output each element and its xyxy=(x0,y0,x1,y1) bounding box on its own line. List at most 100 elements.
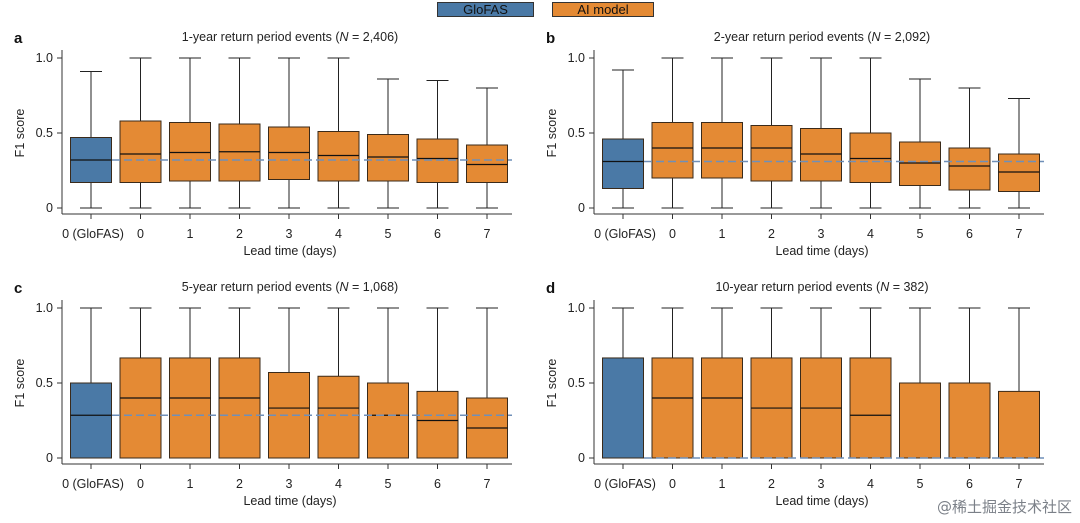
box-ai-model xyxy=(367,382,409,459)
y-tick-label: 1.0 xyxy=(36,301,53,315)
box-ai-model xyxy=(119,120,162,183)
panel-letter: d xyxy=(546,280,555,297)
panel-title: 1-year return period events (N = 2,406) xyxy=(182,30,398,44)
x-tick-label: 4 xyxy=(335,227,342,241)
x-tick-label: 0 (GloFAS) xyxy=(594,227,656,241)
x-axis-label: Lead time (days) xyxy=(243,494,336,508)
x-tick-label: 7 xyxy=(1016,227,1023,241)
title-part: = 2,092) xyxy=(881,30,931,44)
panel-title: 10-year return period events (N = 382) xyxy=(716,280,929,294)
y-tick-label: 0 xyxy=(46,201,53,215)
y-tick-label: 1.0 xyxy=(568,51,585,65)
box-ai-model xyxy=(849,132,892,183)
y-axis-label: F1 score xyxy=(13,359,27,408)
y-tick-label: 0 xyxy=(46,451,53,465)
y-tick-label: 0.5 xyxy=(36,376,53,390)
box-ai-model xyxy=(651,357,694,459)
box-ai-model xyxy=(948,382,991,459)
x-tick-label: 2 xyxy=(236,227,243,241)
panel-letter: a xyxy=(14,30,23,47)
y-axis-label: F1 score xyxy=(545,109,559,158)
title-part: 5-year return period events ( xyxy=(182,280,341,294)
y-tick-label: 1.0 xyxy=(568,301,585,315)
x-tick-label: 3 xyxy=(818,477,825,491)
y-tick-label: 0.5 xyxy=(568,126,585,140)
box-ai-model xyxy=(268,126,310,180)
box-ai-model xyxy=(119,357,162,459)
x-tick-label: 5 xyxy=(917,227,924,241)
x-tick-label: 5 xyxy=(385,227,392,241)
x-tick-label: 2 xyxy=(236,477,243,491)
box-ai-model xyxy=(218,357,261,459)
box-ai-model xyxy=(416,390,459,459)
x-tick-label: 0 (GloFAS) xyxy=(594,477,656,491)
x-tick-label: 3 xyxy=(286,477,293,491)
box-ai-model xyxy=(169,122,211,182)
box-ai-model xyxy=(701,357,743,459)
x-tick-label: 4 xyxy=(867,477,874,491)
title-part: N xyxy=(871,30,881,44)
watermark: @稀土掘金技术社区 xyxy=(936,498,1072,516)
box-ai-model xyxy=(651,122,694,179)
x-axis-label: Lead time (days) xyxy=(775,494,868,508)
box-ai-model xyxy=(317,375,360,459)
x-tick-label: 4 xyxy=(867,227,874,241)
title-part: 2-year return period events ( xyxy=(714,30,873,44)
x-tick-label: 0 xyxy=(137,477,144,491)
box-glofas xyxy=(602,357,644,459)
title-part: = 2,406) xyxy=(349,30,399,44)
x-tick-label: 3 xyxy=(286,227,293,241)
box-ai-model xyxy=(998,153,1040,192)
x-tick-label: 0 (GloFAS) xyxy=(62,227,124,241)
x-tick-label: 1 xyxy=(187,477,194,491)
title-part: N xyxy=(880,280,890,294)
panel-letter: b xyxy=(546,30,555,47)
x-tick-label: 0 xyxy=(669,477,676,491)
y-tick-label: 0.5 xyxy=(568,376,585,390)
x-tick-label: 4 xyxy=(335,477,342,491)
x-tick-label: 0 xyxy=(669,227,676,241)
x-axis-label: Lead time (days) xyxy=(775,244,868,258)
x-tick-label: 1 xyxy=(719,477,726,491)
title-part: = 382) xyxy=(889,280,928,294)
box-ai-model xyxy=(701,122,743,179)
box-ai-model xyxy=(218,123,261,182)
legend-ai-model-label: AI model xyxy=(577,2,629,17)
panel-title: 2-year return period events (N = 2,092) xyxy=(714,30,930,44)
x-tick-label: 3 xyxy=(818,227,825,241)
box-ai-model xyxy=(367,134,409,182)
panel-a: a 1-year return period events (N = 2,406)… xyxy=(13,30,512,258)
y-axis-label: F1 score xyxy=(13,109,27,158)
x-tick-label: 6 xyxy=(434,227,441,241)
title-part: N xyxy=(339,280,349,294)
x-tick-label: 2 xyxy=(768,477,775,491)
box-ai-model xyxy=(998,390,1040,459)
box-ai-model xyxy=(948,147,991,191)
box-glofas xyxy=(70,382,112,459)
panel-b: b 2-year return period events (N = 2,092)… xyxy=(545,30,1044,258)
box-ai-model xyxy=(317,131,360,182)
legend: GloFAS AI model xyxy=(437,2,654,19)
y-tick-label: 0.5 xyxy=(36,126,53,140)
panel-letter: c xyxy=(14,280,22,297)
x-tick-label: 7 xyxy=(1016,477,1023,491)
y-tick-label: 1.0 xyxy=(36,51,53,65)
box-ai-model xyxy=(169,357,211,459)
title-part: 1-year return period events ( xyxy=(182,30,341,44)
box-ai-model xyxy=(750,125,793,182)
x-tick-label: 5 xyxy=(917,477,924,491)
box-ai-model xyxy=(899,382,941,459)
box-ai-model xyxy=(899,141,941,186)
box-ai-model xyxy=(466,144,508,183)
x-tick-label: 1 xyxy=(719,227,726,241)
legend-glofas-label: GloFAS xyxy=(463,2,508,17)
x-tick-label: 0 (GloFAS) xyxy=(62,477,124,491)
x-tick-label: 2 xyxy=(768,227,775,241)
y-tick-label: 0 xyxy=(578,451,585,465)
y-axis-label: F1 score xyxy=(545,359,559,408)
x-tick-label: 1 xyxy=(187,227,194,241)
title-part: 10-year return period events ( xyxy=(716,280,882,294)
box-ai-model xyxy=(800,128,842,182)
legend-glofas: GloFAS xyxy=(437,2,534,17)
